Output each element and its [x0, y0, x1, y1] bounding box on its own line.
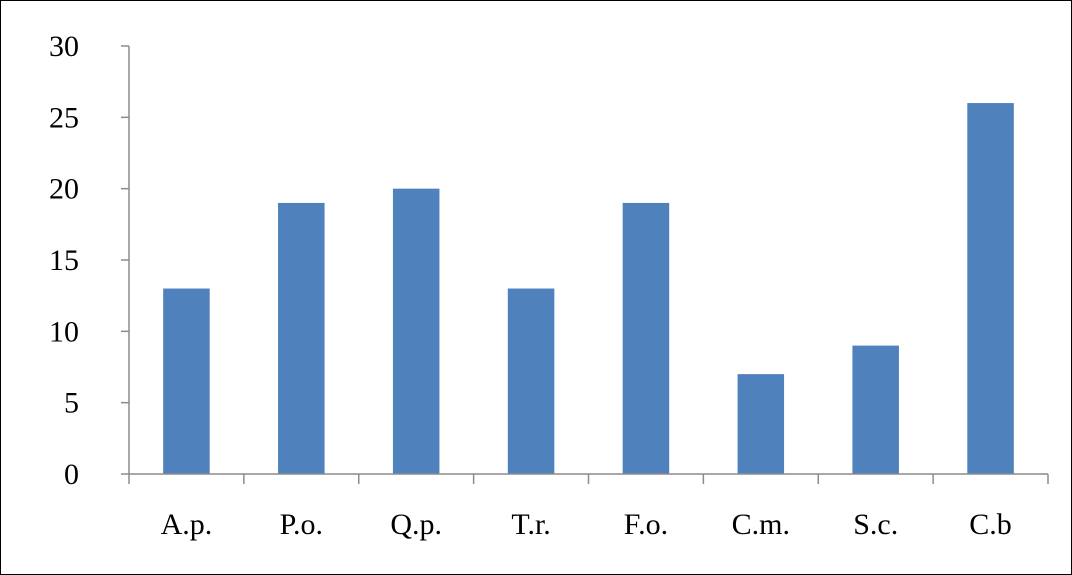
bar: [163, 288, 210, 474]
x-axis-tick-labels: A.p. P.o. Q.p. T.r. F.o. C.m. S.c. C.b: [161, 508, 1012, 541]
x-axis-ticks: [128, 474, 1049, 484]
bar: [967, 103, 1014, 475]
x-tick-label: A.p.: [161, 508, 213, 541]
y-axis-ticks: [121, 45, 129, 475]
bar: [278, 202, 325, 474]
bars: [163, 103, 1014, 475]
y-tick-label: 5: [64, 387, 79, 420]
y-axis-tick-labels: 0 5 10 15 20 25 30: [49, 30, 79, 491]
x-tick-label: Q.p.: [390, 508, 442, 541]
x-tick-label: T.r.: [511, 508, 550, 541]
bar: [737, 374, 785, 474]
x-tick-label: C.m.: [732, 508, 790, 541]
y-tick-label: 30: [49, 30, 79, 63]
bar: [622, 202, 670, 474]
y-tick-label: 25: [49, 101, 79, 134]
x-tick-label: S.c.: [853, 508, 898, 541]
y-tick-label: 0: [64, 458, 79, 491]
x-tick-label: P.o.: [280, 508, 323, 541]
bar: [392, 188, 440, 474]
bar: [507, 288, 555, 474]
y-tick-label: 10: [49, 315, 79, 348]
x-tick-label: C.b: [969, 508, 1012, 541]
x-tick-label: F.o.: [624, 508, 668, 541]
y-tick-label: 20: [49, 173, 79, 206]
y-tick-label: 15: [49, 244, 79, 277]
bar: [852, 345, 899, 474]
